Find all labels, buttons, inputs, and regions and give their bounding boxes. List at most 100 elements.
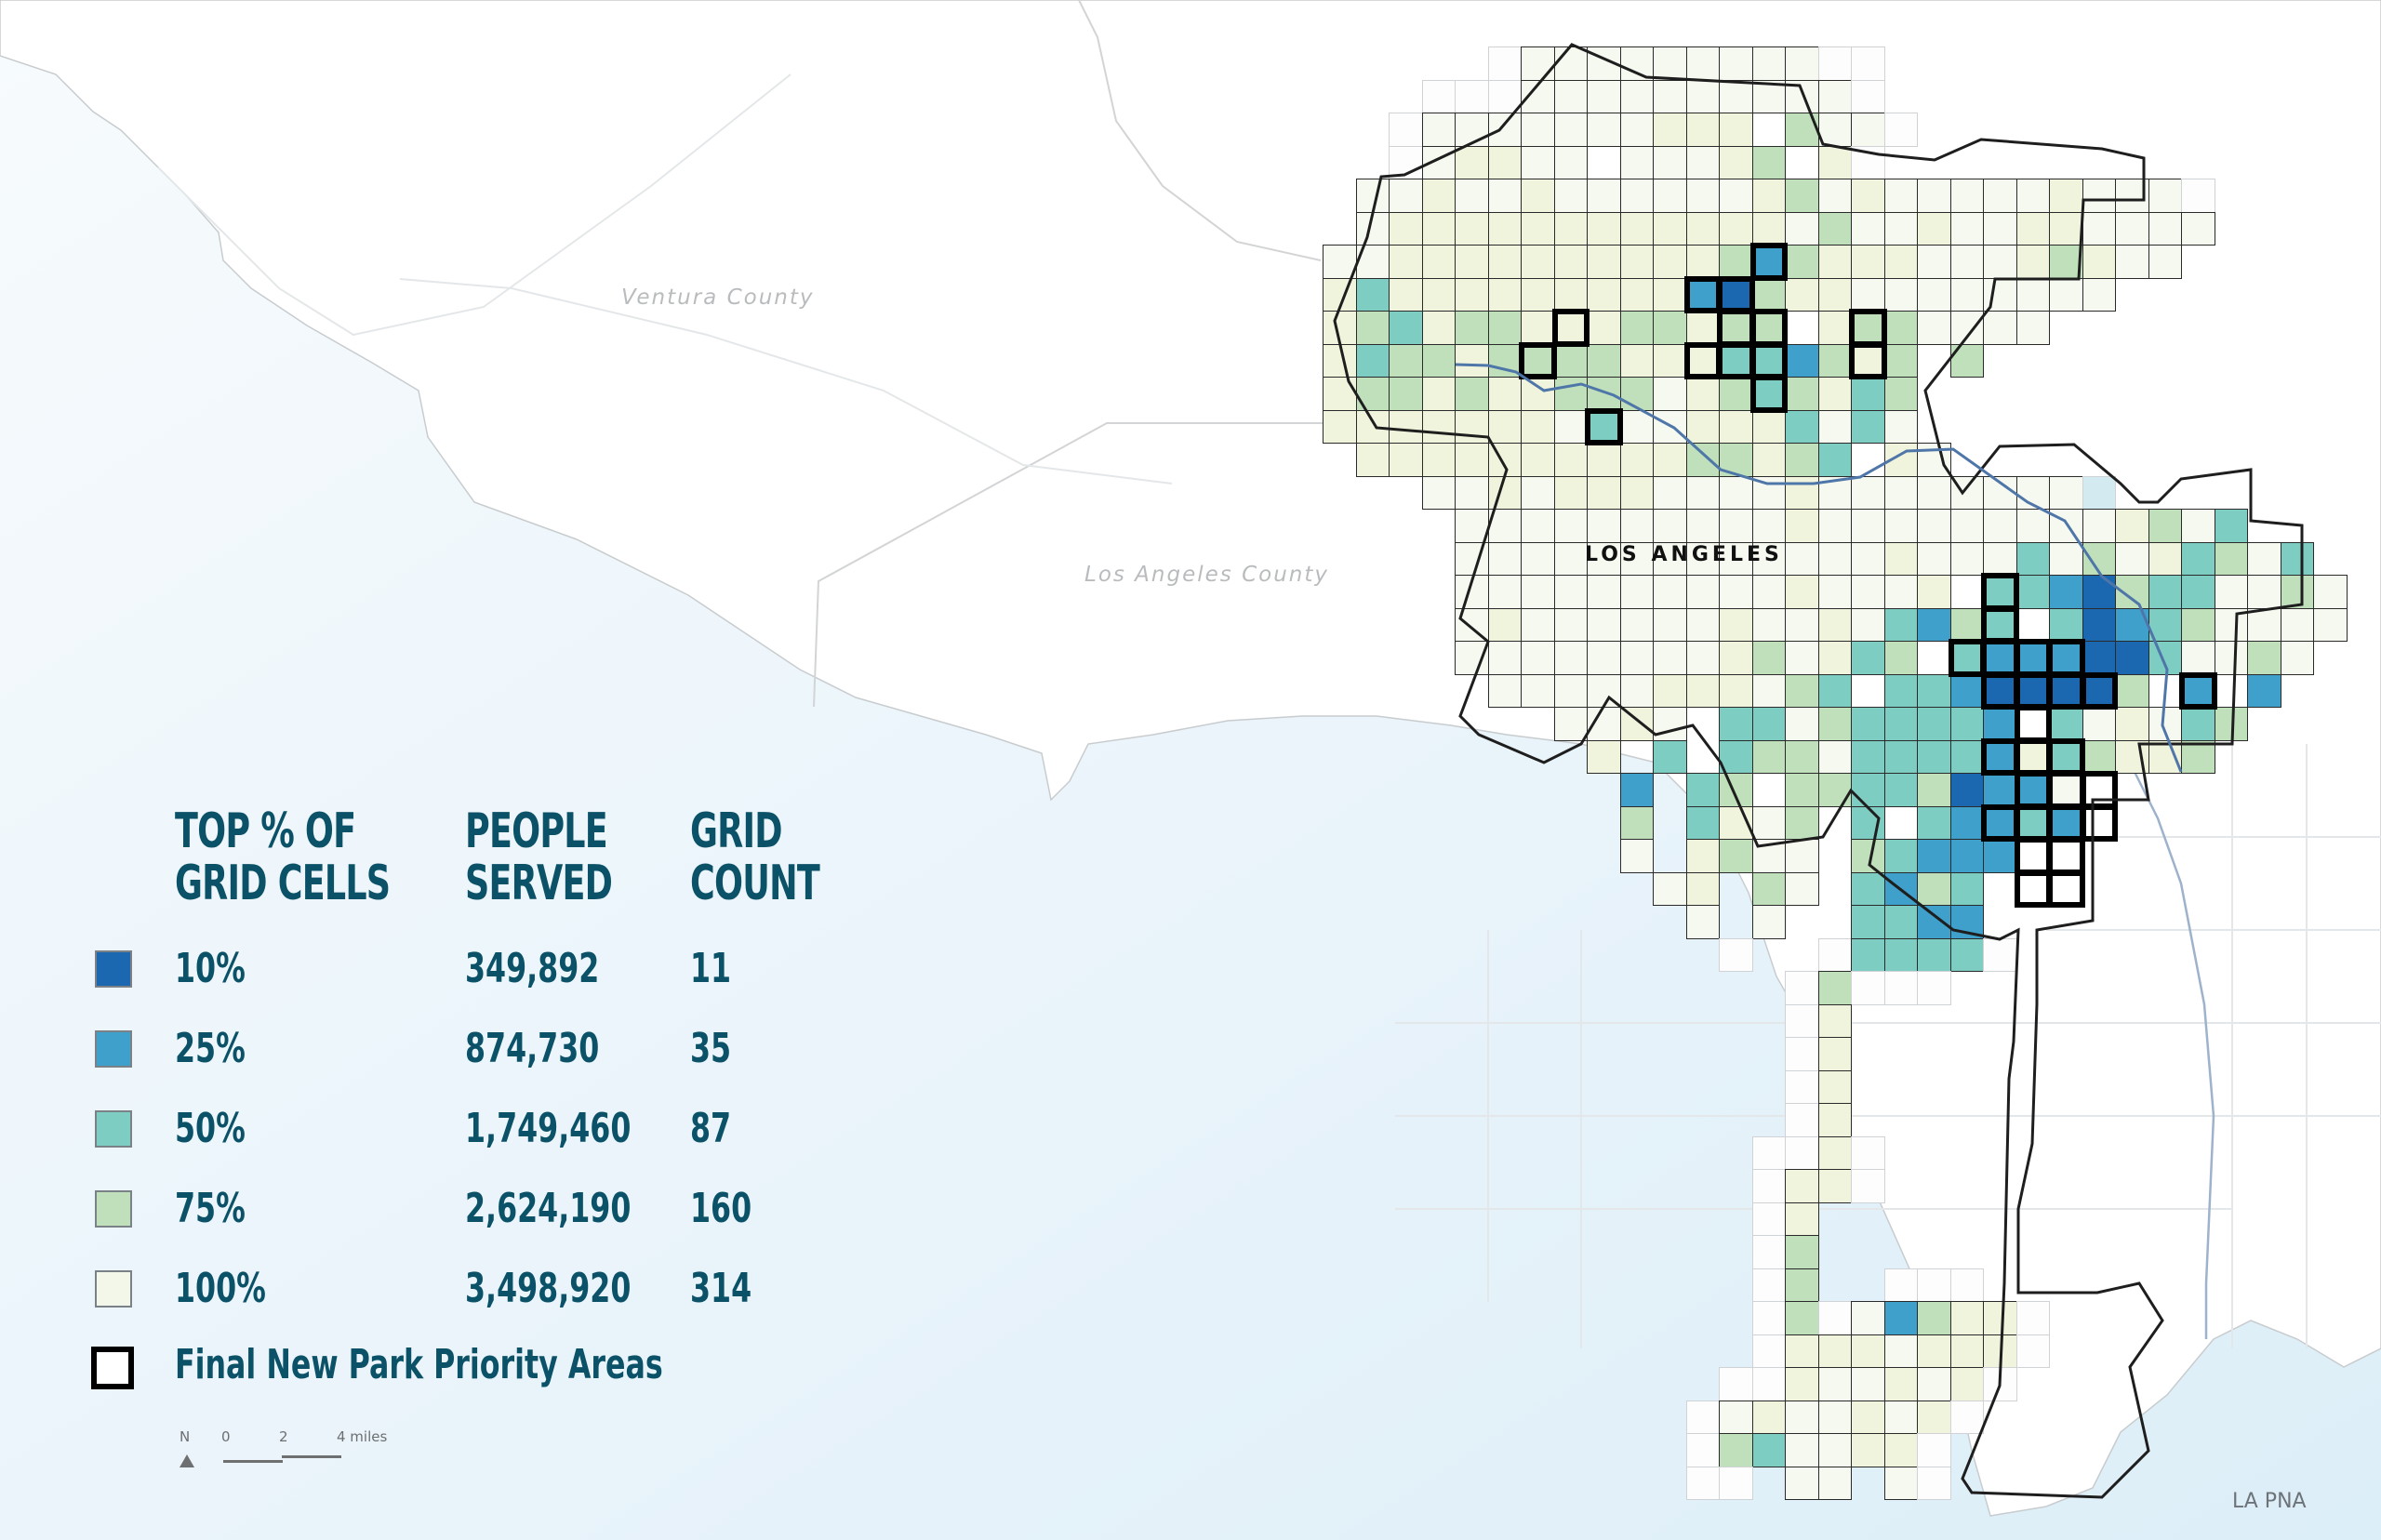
grid-cell	[1355, 311, 1390, 345]
scale-bar: N 0 2 4 miles	[177, 1428, 419, 1484]
grid-cell	[1817, 509, 1852, 543]
grid-cell	[1455, 641, 1489, 675]
grid-cell	[1817, 79, 1852, 113]
grid-cell	[1751, 1433, 1786, 1467]
grid-cell	[1653, 739, 1687, 774]
grid-cell	[1949, 839, 1984, 873]
grid-cell	[1487, 211, 1522, 246]
grid-cell	[2181, 673, 2215, 708]
grid-cell	[1883, 475, 1918, 510]
grid-cell	[1455, 377, 1489, 411]
grid-cell	[1653, 211, 1687, 246]
grid-cell	[1619, 475, 1654, 510]
grid-cell	[1785, 773, 1819, 807]
grid-cell	[1719, 1466, 1753, 1500]
grid-cell	[1883, 1400, 1918, 1434]
legend-people-value: 3,498,920	[465, 1265, 632, 1312]
grid-cell	[2181, 739, 2215, 774]
grid-cell	[2049, 541, 2083, 576]
county-boundary	[813, 0, 1395, 708]
grid-cell	[1851, 113, 1885, 147]
grid-cell	[1817, 1433, 1852, 1467]
river	[1455, 363, 2183, 773]
legend-people-value: 349,892	[465, 945, 600, 992]
grid-cell	[1653, 475, 1687, 510]
grid-cell	[1619, 773, 1654, 807]
grid-cell	[1883, 1301, 1918, 1335]
grid-cell	[2049, 179, 2083, 213]
grid-cell	[1487, 409, 1522, 444]
priority-area-cell	[2080, 671, 2118, 710]
grid-cell	[1685, 1400, 1720, 1434]
legend-people-value: 2,624,190	[465, 1185, 632, 1232]
grid-cell	[1983, 839, 2017, 873]
grid-cell	[1851, 211, 1885, 246]
priority-area-cell	[1551, 309, 1590, 347]
grid-cell	[2280, 641, 2314, 675]
grid-cell	[1521, 443, 1555, 477]
grid-cell	[2015, 1301, 2050, 1335]
grid-cell	[1653, 377, 1687, 411]
priority-area-cell	[1749, 243, 1788, 281]
grid-cell	[2015, 245, 2050, 279]
grid-cell	[1883, 1367, 1918, 1401]
grid-cell	[1685, 145, 1720, 179]
grid-cell	[1917, 277, 1951, 312]
grid-cell	[1719, 46, 1753, 81]
grid-cell	[1817, 1367, 1852, 1401]
los-angeles-label: LOS ANGELES	[1585, 543, 1783, 566]
grid-cell	[1851, 839, 1885, 873]
la-county-label: Los Angeles County	[1084, 563, 1329, 587]
grid-cell	[1389, 245, 1423, 279]
grid-cell	[1917, 805, 1951, 840]
priority-area-label: Final New Park Priority Areas	[175, 1341, 663, 1388]
grid-cell	[1521, 673, 1555, 708]
priority-area-cell	[1585, 407, 1623, 445]
grid-cell	[1785, 871, 1819, 906]
legend-count-value: 87	[690, 1105, 732, 1152]
grid-cell	[2280, 541, 2314, 576]
grid-cell	[1785, 409, 1819, 444]
grid-cell	[1323, 245, 1357, 279]
grid-cell	[1851, 707, 1885, 741]
grid-cell	[1785, 971, 1819, 1005]
grid-cell	[2082, 179, 2116, 213]
grid-cell	[1917, 1466, 1951, 1500]
grid-cell	[1917, 707, 1951, 741]
grid-cell	[2015, 277, 2050, 312]
grid-cell	[1751, 1367, 1786, 1401]
grid-cell	[2115, 707, 2149, 741]
grid-cell	[2313, 607, 2348, 642]
grid-cell	[1817, 1003, 1852, 1038]
scale-tick-2: 2	[279, 1428, 288, 1445]
grid-cell	[1421, 475, 1456, 510]
legend-swatch	[95, 1270, 132, 1308]
grid-cell	[1719, 839, 1753, 873]
priority-area-swatch	[91, 1347, 134, 1389]
grid-cell	[1949, 871, 1984, 906]
grid-cell	[1751, 641, 1786, 675]
grid-cell	[1685, 311, 1720, 345]
grid-cell	[1587, 245, 1621, 279]
grid-cell	[1817, 1135, 1852, 1170]
legend-count-value: 314	[690, 1265, 752, 1312]
grid-cell	[1883, 541, 1918, 576]
priority-area-cell	[2047, 870, 2085, 908]
grid-cell	[1685, 443, 1720, 477]
grid-cell	[1587, 739, 1621, 774]
grid-cell	[2148, 641, 2182, 675]
grid-cell	[1851, 1433, 1885, 1467]
grid-cell	[1785, 1169, 1819, 1203]
grid-cell	[1553, 475, 1588, 510]
grid-cell	[1719, 509, 1753, 543]
grid-cell	[2214, 575, 2248, 609]
grid-cell	[1653, 311, 1687, 345]
grid-cell	[1653, 673, 1687, 708]
grid-cell	[1323, 409, 1357, 444]
grid-cell	[2049, 805, 2083, 840]
grid-cell	[1917, 971, 1951, 1005]
grid-cell	[1785, 443, 1819, 477]
grid-cell	[1817, 1103, 1852, 1137]
